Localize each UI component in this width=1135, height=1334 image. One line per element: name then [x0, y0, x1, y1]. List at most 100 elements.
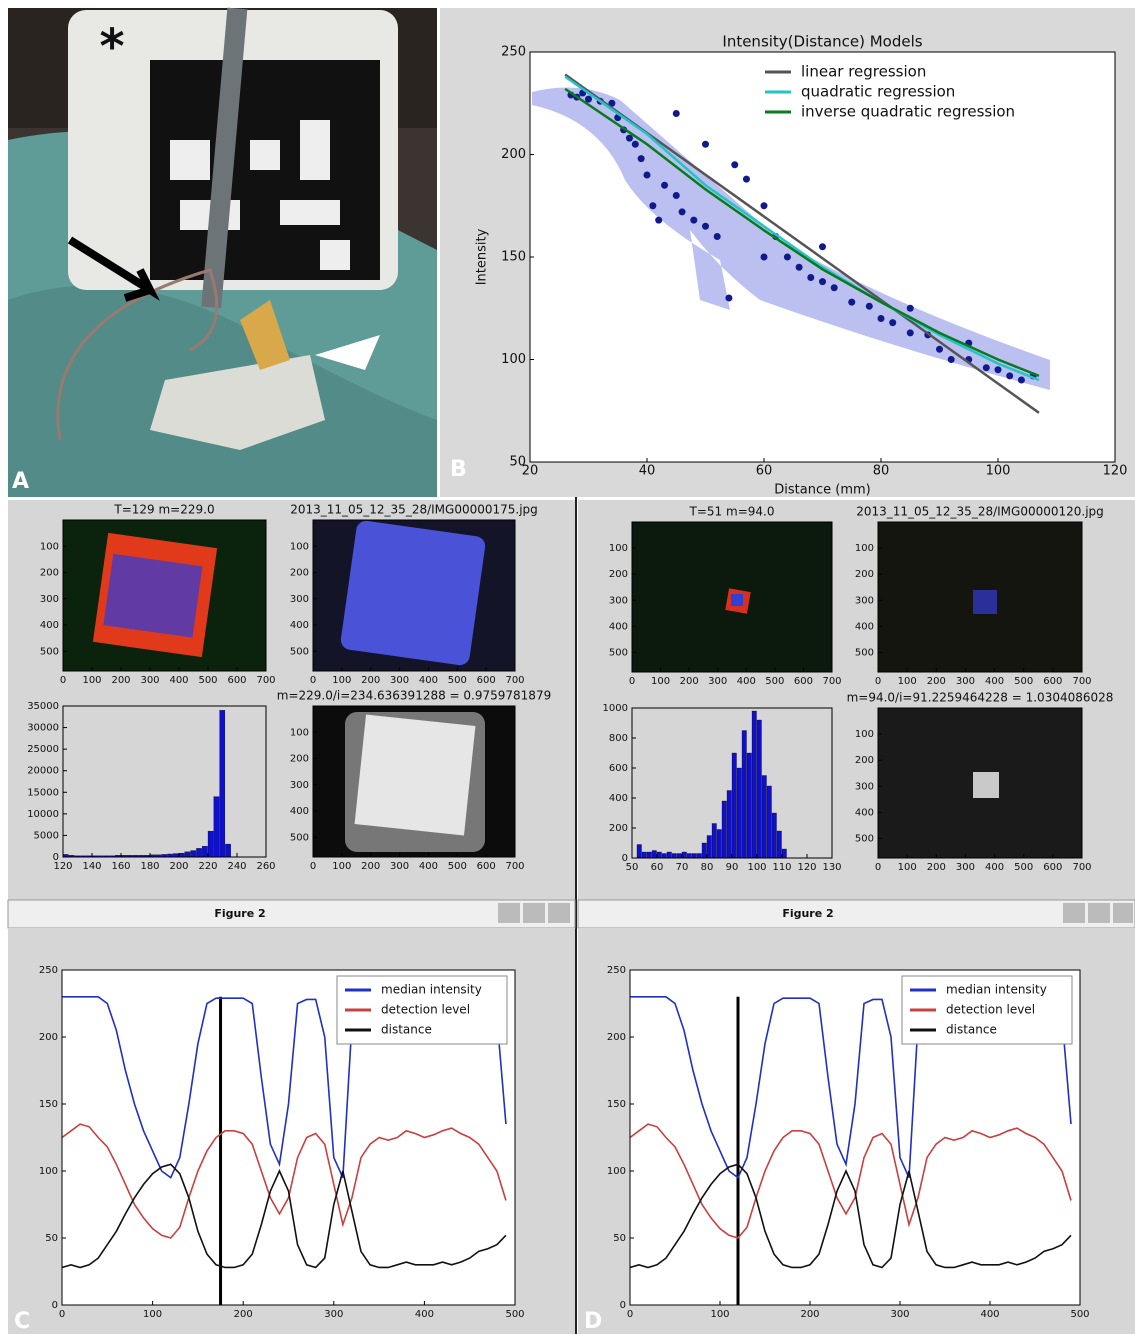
bar: [185, 852, 190, 857]
y-tick-label: 100: [855, 543, 874, 554]
bar: [662, 854, 667, 859]
legend-label: detection level: [381, 1003, 470, 1017]
panel-label: A: [12, 469, 29, 494]
y-tick-label: 400: [290, 620, 309, 631]
point: [661, 182, 668, 189]
x-tick-label: 400: [737, 676, 756, 687]
bar: [692, 854, 697, 859]
bar: [225, 844, 230, 857]
x-tick-label: 700: [505, 675, 524, 686]
bar: [657, 852, 662, 858]
y-tick-label: 0: [622, 853, 628, 864]
chart-title: 2013_11_05_12_35_28/IMG00000120.jpg: [856, 505, 1104, 519]
x-axis-label: Distance (mm): [774, 483, 870, 498]
y-tick-label: 200: [39, 1032, 58, 1043]
bar: [737, 768, 742, 858]
x-tick-label: 400: [980, 1309, 999, 1320]
y-tick-label: 400: [855, 621, 874, 632]
chart-title: Intensity(Distance) Models: [722, 33, 922, 51]
window-title: Figure 2: [782, 907, 833, 920]
x-tick-label: 700: [1072, 862, 1091, 873]
y-tick-label: 100: [290, 727, 309, 738]
x-tick-label: 200: [680, 676, 699, 687]
x-tick-label: 700: [1072, 676, 1091, 687]
y-tick-label: 500: [290, 646, 309, 657]
x-tick-label: 100: [82, 675, 101, 686]
bar: [757, 720, 762, 858]
marker: *: [99, 19, 124, 75]
x-tick-label: 600: [477, 675, 496, 686]
window-title: Figure 2: [214, 907, 265, 920]
x-tick-label: 200: [927, 676, 946, 687]
point: [819, 243, 826, 250]
point: [807, 274, 814, 281]
x-tick-label: 220: [198, 861, 217, 872]
x-tick-label: 400: [415, 1309, 434, 1320]
x-tick-label: 100: [651, 676, 670, 687]
y-tick-label: 500: [855, 647, 874, 658]
x-tick-label: 60: [651, 862, 664, 873]
y-tick-label: 50: [613, 1233, 626, 1244]
x-tick-label: 300: [390, 861, 409, 872]
legend-label: detection level: [946, 1003, 1035, 1017]
y-tick-label: 300: [290, 594, 309, 605]
panel-label: C: [14, 1309, 30, 1334]
y-tick-label: 250: [39, 965, 58, 976]
x-tick-label: 400: [169, 675, 188, 686]
x-tick-label: 200: [361, 675, 380, 686]
x-tick-label: 200: [361, 861, 380, 872]
y-tick-label: 200: [290, 754, 309, 765]
point: [632, 141, 639, 148]
y-tick-label: 150: [607, 1099, 626, 1110]
point: [907, 329, 914, 336]
x-tick-label: 500: [198, 675, 217, 686]
x-tick-label: 100: [986, 464, 1011, 479]
x-tick-label: 500: [765, 676, 784, 687]
x-tick-label: 700: [822, 676, 841, 687]
point: [1006, 372, 1013, 379]
point: [702, 223, 709, 230]
y-tick-label: 200: [855, 569, 874, 580]
x-tick-label: 0: [310, 675, 316, 686]
legend-label: linear regression: [801, 63, 926, 81]
figure: * Figure 2 Figure 2 A B C D linear regre…: [0, 0, 1135, 1334]
y-tick-label: 0: [620, 1300, 626, 1311]
x-tick-label: 300: [708, 676, 727, 687]
page: * Figure 2 Figure 2 A B C D linear regre…: [0, 0, 1135, 1334]
legend-label: distance: [946, 1023, 997, 1037]
x-tick-label: 0: [627, 1309, 633, 1320]
point: [725, 295, 732, 302]
y-tick-label: 100: [39, 1166, 58, 1177]
bar: [208, 831, 213, 857]
x-tick-label: 300: [890, 1309, 909, 1320]
x-tick-label: 0: [310, 861, 316, 872]
x-tick-label: 0: [875, 676, 881, 687]
bar: [682, 852, 687, 858]
bar: [697, 854, 702, 859]
y-tick-label: 400: [609, 621, 628, 632]
bar: [732, 753, 737, 858]
x-tick-label: 500: [1014, 676, 1033, 687]
y-tick-label: 300: [609, 595, 628, 606]
x-tick-label: 400: [419, 675, 438, 686]
y-tick-label: 300: [290, 780, 309, 791]
x-tick-label: 400: [419, 861, 438, 872]
point: [878, 315, 885, 322]
x-tick-label: 200: [800, 1309, 819, 1320]
bar: [762, 776, 767, 859]
point: [907, 305, 914, 312]
bar: [677, 854, 682, 859]
point: [819, 278, 826, 285]
bar: [782, 849, 787, 858]
y-tick-label: 10000: [27, 809, 59, 820]
point: [796, 264, 803, 271]
x-tick-label: 500: [448, 861, 467, 872]
x-tick-label: 700: [505, 861, 524, 872]
legend-label: inverse quadratic regression: [801, 103, 1015, 121]
bar: [672, 854, 677, 859]
x-tick-label: 600: [227, 675, 246, 686]
point: [995, 366, 1002, 373]
point: [761, 202, 768, 209]
y-tick-label: 50: [509, 455, 526, 470]
y-axis-label: Intensity: [475, 228, 490, 285]
